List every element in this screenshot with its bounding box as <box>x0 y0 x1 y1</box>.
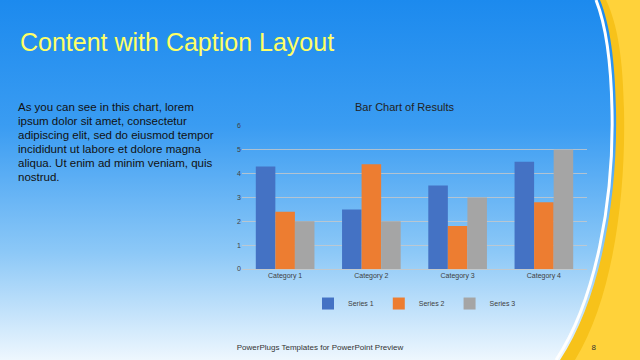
svg-text:Bar Chart of Results: Bar Chart of Results <box>355 101 455 113</box>
svg-text:2: 2 <box>237 218 241 225</box>
html-text:8: 8 <box>591 343 596 352</box>
svg-text:Category 4: Category 4 <box>527 272 561 280</box>
svg-text:1: 1 <box>237 242 241 249</box>
svg-text:5: 5 <box>237 146 241 153</box>
html-text:As you can see in this chart,: As you can see in this chart, lorem ipsu… <box>18 101 214 183</box>
svg-text:4: 4 <box>237 170 241 177</box>
svg-text:Category 1: Category 1 <box>268 272 302 280</box>
html-text:PowerPlugs Templates for Power: PowerPlugs Templates for PowerPoint Prev… <box>236 343 404 352</box>
svg-text:Category 3: Category 3 <box>441 272 475 280</box>
svg-text:Series 1: Series 1 <box>348 300 374 307</box>
svg-text:Series 2: Series 2 <box>419 300 445 307</box>
html-text:Content with Caption Layout: Content with Caption Layout <box>20 28 335 56</box>
svg-text:Category 2: Category 2 <box>354 272 388 280</box>
svg-text:6: 6 <box>237 122 241 129</box>
svg-text:3: 3 <box>237 194 241 201</box>
svg-text:Series 3: Series 3 <box>490 300 516 307</box>
svg-text:0: 0 <box>237 265 241 272</box>
